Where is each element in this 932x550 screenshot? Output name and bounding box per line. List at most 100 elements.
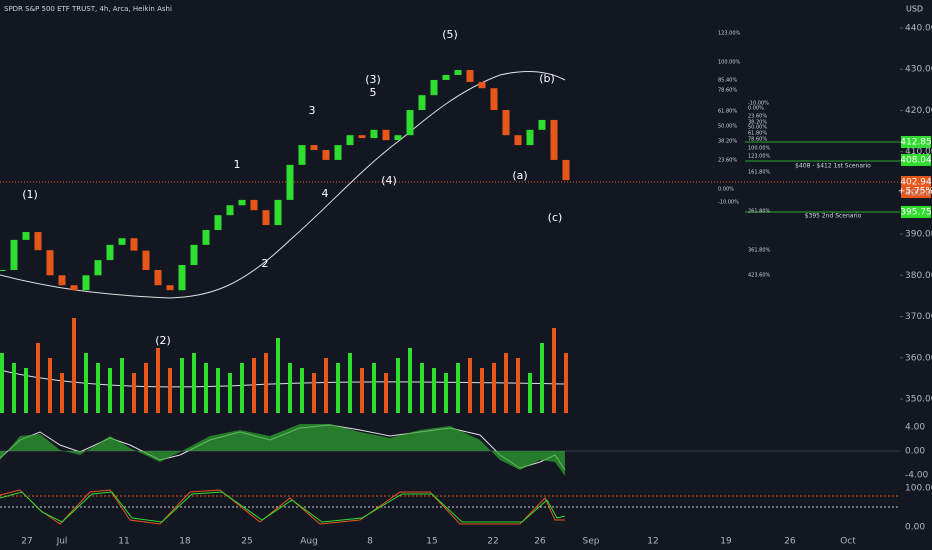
candle — [478, 82, 486, 89]
candle — [46, 250, 54, 276]
fib-label: 61.80% — [748, 131, 767, 137]
volume-bar — [264, 353, 268, 413]
volume-bar — [132, 373, 136, 413]
wave-label: (c) — [548, 211, 563, 224]
volume-bar — [564, 353, 568, 413]
y-tick-label: 350.00 — [905, 395, 932, 405]
wave-label: 4 — [322, 187, 329, 200]
fib-label: -10.00% — [718, 200, 739, 206]
volume-bar — [204, 363, 208, 413]
volume-bar — [168, 368, 172, 413]
candle — [82, 275, 90, 291]
volume-bar — [192, 353, 196, 413]
volume-bar — [312, 373, 316, 413]
candle — [370, 129, 378, 139]
fib-label: 50.00% — [748, 125, 767, 131]
volume-bar — [84, 353, 88, 413]
volume-bar — [36, 343, 40, 413]
y-tick-label: 390.00 — [905, 230, 932, 240]
volume-bar — [108, 368, 112, 413]
candle — [418, 95, 426, 111]
volume-bar — [60, 373, 64, 413]
candle — [34, 232, 42, 251]
candle — [334, 145, 342, 160]
volume-bar — [480, 368, 484, 413]
candle — [178, 265, 186, 291]
x-tick-label: 25 — [241, 537, 252, 547]
volume-bar — [180, 358, 184, 413]
volume-bar — [456, 363, 460, 413]
x-tick-label: 11 — [118, 537, 129, 547]
candle — [466, 70, 474, 83]
volume-bar — [240, 363, 244, 413]
wave-label: 3 — [309, 104, 316, 117]
currency: USD — [906, 5, 923, 14]
candle — [106, 244, 114, 261]
macd-histogram — [0, 424, 565, 476]
volume-bar — [492, 363, 496, 413]
candle — [550, 119, 558, 160]
fib-label: 361.80% — [748, 248, 770, 254]
volume-bar — [144, 363, 148, 413]
price-tag-bg — [901, 206, 931, 218]
candle — [94, 260, 102, 276]
volume-bar — [216, 368, 220, 413]
x-tick-label: 26 — [534, 537, 546, 547]
candle — [190, 244, 198, 266]
fib-label: 78.60% — [718, 88, 737, 94]
candle — [526, 129, 534, 146]
candle — [490, 88, 498, 111]
fib-label: -10.00% — [748, 101, 769, 107]
volume-bar — [252, 358, 256, 413]
fib-label: 50.00% — [718, 124, 737, 130]
candle — [250, 199, 258, 211]
candle — [10, 239, 18, 270]
volume-bar — [300, 368, 304, 413]
fib-label: 23.60% — [748, 114, 767, 120]
wave-label: (3) — [365, 73, 381, 86]
x-tick-label: Sep — [583, 537, 600, 547]
volume-bar — [288, 363, 292, 413]
price-tag: 412.85 — [900, 138, 932, 148]
macd-axis-label: 4.00 — [905, 423, 925, 433]
candle — [118, 238, 126, 245]
price-tag: 408.04 — [900, 156, 932, 166]
candle — [322, 150, 330, 160]
candle — [382, 129, 390, 141]
candle — [70, 285, 78, 291]
candle — [346, 135, 354, 146]
volume-bar — [156, 348, 160, 413]
candle — [430, 79, 438, 96]
candle — [226, 205, 234, 216]
fib-label: 100.00% — [718, 60, 740, 66]
candle — [238, 199, 246, 206]
stoch-d — [0, 491, 566, 523]
fib-label: 423.60% — [748, 273, 770, 279]
volume-average — [0, 369, 566, 388]
volume-bar — [120, 358, 124, 413]
fib-label: 23.60% — [718, 158, 737, 164]
fib-label: 0.00% — [748, 106, 764, 112]
fib-label: 123.00% — [748, 154, 770, 160]
wave-label: (a) — [512, 169, 527, 182]
scenario-label: $395 2nd Scenario — [805, 213, 862, 220]
price-tag-bg — [901, 136, 931, 148]
price-tag: 402.94 — [900, 178, 932, 188]
volume-bar — [96, 363, 100, 413]
volume-bar — [504, 353, 508, 413]
y-tick-label: 400.00 — [905, 188, 932, 198]
volume-bar — [336, 363, 340, 413]
volume-bar — [540, 343, 544, 413]
volume-bar — [372, 363, 376, 413]
candle — [262, 210, 270, 226]
candle — [58, 275, 66, 286]
stoch-axis-label: 100.00 — [905, 484, 932, 494]
volume-bar — [48, 358, 52, 413]
x-tick-label: 8 — [367, 537, 373, 547]
y-tick-label: 410.00 — [905, 147, 932, 157]
candle — [130, 238, 138, 251]
candle — [166, 285, 174, 291]
volume-bar — [420, 363, 424, 413]
x-tick-label: Aug — [300, 537, 318, 547]
